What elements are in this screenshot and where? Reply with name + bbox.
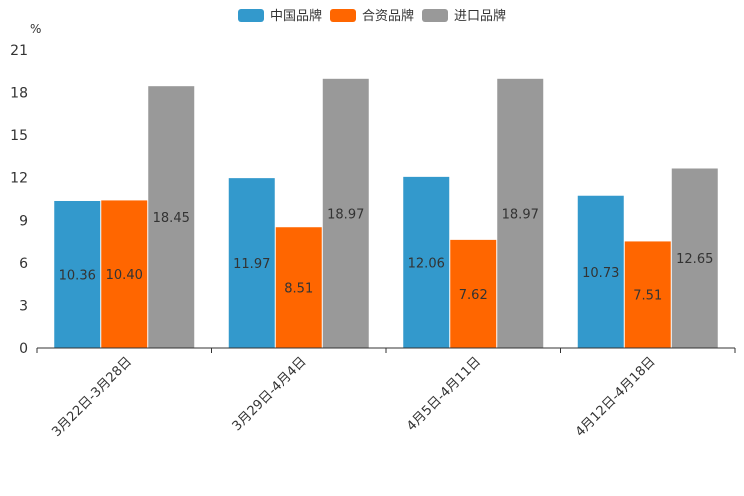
bar-value-label: 18.97 [502,207,539,222]
data-labels: 10.36 10.40 18.45 11.97 8.51 18.97 12.06 7.62 18… [59,207,714,303]
bar [624,241,671,348]
legend: 中国品牌 合资品牌 进口品牌 [238,8,506,24]
bar [54,200,101,348]
bar-value-label: 8.51 [284,282,313,297]
x-axis-ticks [36,348,736,353]
bar [228,178,275,348]
bar [275,227,322,348]
bar-value-label: 18.97 [327,207,364,222]
legend-swatch [330,9,356,22]
bar-value-label: 7.51 [633,289,662,304]
bar-value-label: 12.06 [408,256,445,271]
bar-value-label: 12.65 [676,252,713,267]
x-category-label: 4月12日-4月18日 [573,354,659,440]
x-category-label: 4月5日-4月11日 [404,354,484,434]
bar [403,176,450,348]
y-axis-unit: % [30,22,41,36]
bar [497,78,544,348]
y-tick-label: 3 [19,298,28,314]
y-tick-label: 0 [19,341,28,357]
bar-value-label: 7.62 [459,288,488,303]
y-tick-label: 9 [19,213,28,229]
bar-value-label: 10.36 [59,268,96,283]
bar [148,86,195,348]
legend-label: 进口品牌 [454,8,506,24]
y-tick-label: 12 [10,171,28,187]
x-category-label: 3月22日-3月28日 [49,354,135,440]
y-tick-label: 18 [10,86,28,102]
bar-value-label: 10.73 [582,266,619,281]
legend-label: 合资品牌 [362,8,414,24]
y-tick-label: 21 [10,43,28,59]
legend-swatch [238,9,264,22]
bars [54,78,718,348]
y-tick-label: 15 [10,128,28,144]
y-axis-ticks: 0 3 6 9 12 15 18 21 [10,43,28,357]
legend-swatch [422,9,448,22]
bar-value-label: 18.45 [153,211,190,226]
y-tick-label: 6 [19,256,28,272]
bar [450,239,497,348]
bar-value-label: 10.40 [106,268,143,283]
x-category-label: 3月29日-4月4日 [230,354,310,434]
bar [671,168,718,348]
legend-label: 中国品牌 [270,8,322,24]
bar-value-label: 11.97 [233,257,270,272]
bar [101,200,148,348]
bar [322,78,369,348]
x-axis-category-labels: 3月22日-3月28日 3月29日-4月4日 4月5日-4月11日 4月12日-4月1… [49,354,658,440]
bar [577,195,624,348]
